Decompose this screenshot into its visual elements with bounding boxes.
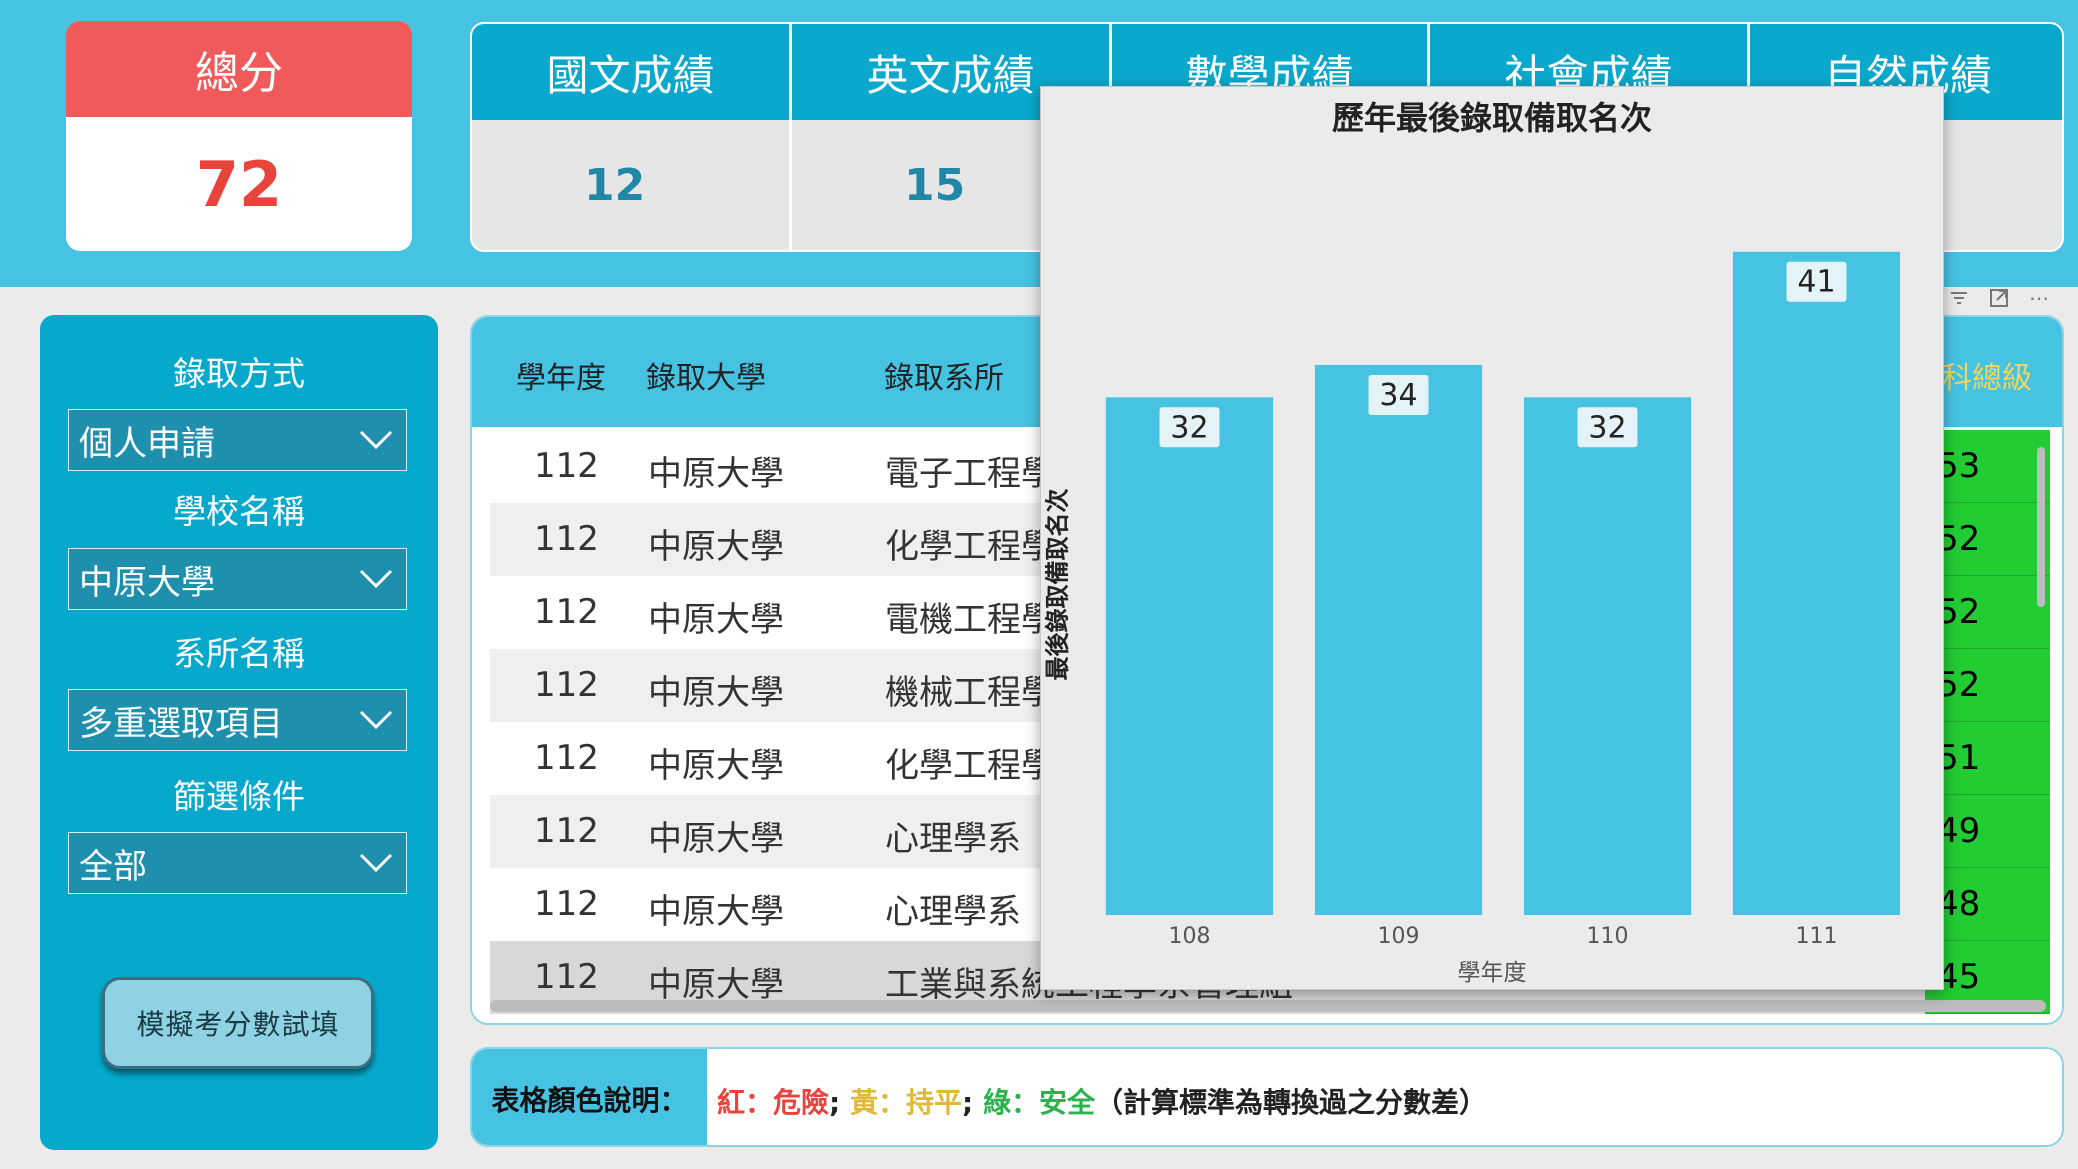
cond-dropdown[interactable]: 全部 [68,832,407,894]
cell-university: 中原大學 [648,673,784,713]
visual-toolbar: ⋯ [1944,283,2064,315]
header-year[interactable]: 學年度 [516,361,606,396]
dept-label: 系所名稱 [173,634,305,673]
cell-year: 112 [534,957,599,997]
cell-year: 112 [534,884,599,924]
cell-rank-total: 52 [1925,576,2050,649]
cell-year: 112 [534,811,599,851]
chevron-down-icon [359,710,393,730]
total-score-value: 72 [195,147,283,221]
cell-year: 112 [534,738,599,778]
data-label-box [1368,374,1429,415]
legend-text: 紅：危險; 黃：持平; 綠：安全（計算標準為轉換過之分數差） [717,1081,1487,1121]
cell-department: 心理學系 [885,819,1021,859]
legend-title: 表格顏色說明： [472,1049,707,1145]
cell-university: 中原大學 [648,527,784,567]
data-label-box [1159,407,1220,448]
cell-year: 112 [534,592,599,632]
cell-university: 中原大學 [648,746,784,786]
data-label: 34 [1379,378,1417,413]
cell-rank-total: 52 [1925,649,2050,722]
bar-108[interactable] [1105,397,1274,915]
subject-card-english: 英文成績 15 [792,24,1112,250]
subject-label: 英文成績 [792,24,1109,120]
header-rank-total[interactable]: 科總級 [1942,361,2032,396]
school-label: 學校名稱 [173,492,305,531]
bar-chart: 32 108 34 109 32 110 41 111 [1105,251,1901,949]
cell-university: 中原大學 [648,600,784,640]
header-department[interactable]: 錄取系所 [884,361,1004,396]
header-university[interactable]: 錄取大學 [646,361,766,396]
cond-label: 篩選條件 [173,777,305,816]
bar-110[interactable] [1523,397,1692,915]
bar-111[interactable] [1732,251,1901,915]
data-label: 32 [1588,410,1626,445]
bar-109[interactable] [1314,364,1483,915]
legend-sep: ; [829,1086,850,1119]
x-tick-label: 111 [1796,924,1838,949]
cell-university: 中原大學 [648,892,784,932]
cell-university: 中原大學 [648,819,784,859]
total-score-card: 總分 72 [66,21,412,251]
method-label: 錄取方式 [173,354,305,393]
dept-dropdown[interactable]: 多重選取項目 [68,689,407,751]
cond-dropdown-value: 全部 [79,846,147,887]
focus-mode-icon[interactable] [1984,283,2014,313]
chart-x-axis-label: 學年度 [1457,960,1527,986]
subject-label: 國文成績 [472,24,789,120]
legend-note: （計算標準為轉換過之分數差） [1094,1086,1487,1119]
chevron-down-icon [359,569,393,589]
color-legend: 表格顏色說明： 紅：危險; 黃：持平; 綠：安全（計算標準為轉換過之分數差） [470,1047,2064,1147]
legend-sep: ; [961,1086,983,1119]
subject-card-chinese: 國文成績 12 [472,24,792,250]
simulate-score-button[interactable]: 模擬考分數試填 [102,977,374,1069]
chart-title: 歷年最後錄取備取名次 [1331,99,1652,137]
school-dropdown-value: 中原大學 [79,562,215,603]
cell-department: 機械工程學 [885,673,1055,713]
subject-value: 12 [584,159,646,211]
data-label: 32 [1170,410,1208,445]
method-dropdown[interactable]: 個人申請 [68,409,407,471]
cell-department: 電子工程學 [885,454,1055,494]
data-label-box [1786,261,1847,302]
cell-university: 中原大學 [648,454,784,494]
cell-year: 112 [534,519,599,559]
chevron-down-icon [359,853,393,873]
chart-popup: 歷年最後錄取備取名次 最後錄取備取名次 32 108 34 109 32 110 41 111… [1040,86,1944,990]
filter-icon[interactable] [1944,283,1974,313]
more-options-icon[interactable]: ⋯ [2029,286,2049,310]
cell-department: 電機工程學 [885,600,1055,640]
school-dropdown[interactable]: 中原大學 [68,548,407,610]
cell-rank-total: 52 [1925,503,2050,576]
chevron-down-icon [359,430,393,450]
legend-red: 紅：危險 [717,1086,830,1119]
cell-rank-total: 53 [1925,430,2050,503]
cell-department: 化學工程學 [885,527,1055,567]
data-label-box [1577,407,1638,448]
cell-department: 心理學系 [885,892,1021,932]
legend-green: 綠：安全 [982,1086,1095,1119]
vertical-scrollbar[interactable] [2037,447,2045,607]
method-dropdown-value: 個人申請 [79,423,215,464]
cell-department: 化學工程學 [885,746,1055,786]
x-tick-label: 110 [1587,924,1629,949]
dept-dropdown-value: 多重選取項目 [79,703,283,744]
filter-panel: 錄取方式 個人申請 學校名稱 中原大學 系所名稱 多重選取項目 篩選條件 全部 … [40,315,438,1150]
legend-yellow: 黃：持平 [849,1086,962,1119]
cell-rank-total: 51 [1925,722,2050,795]
horizontal-scrollbar[interactable] [490,1000,2046,1012]
cell-university: 中原大學 [648,965,784,1005]
cell-rank-total: 49 [1925,795,2050,868]
cell-year: 112 [534,665,599,705]
subject-value: 15 [904,159,966,211]
cell-rank-total: 48 [1925,868,2050,941]
total-score-label: 總分 [66,21,412,117]
x-tick-label: 108 [1169,924,1211,949]
cell-year: 112 [534,446,599,486]
data-label: 41 [1797,265,1835,300]
x-tick-label: 109 [1378,924,1420,949]
